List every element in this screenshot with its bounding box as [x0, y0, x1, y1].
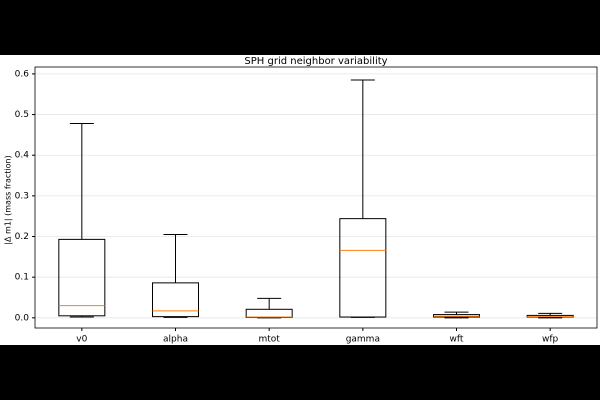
- x-tick-label: gamma: [346, 335, 380, 345]
- y-tick-label: 0.0: [15, 313, 30, 323]
- x-tick-label: wft: [450, 335, 464, 345]
- plot-frame: [34, 66, 598, 329]
- chart-title: SPH grid neighbor variability: [244, 56, 387, 67]
- figure-background: [0, 55, 600, 345]
- box: [339, 218, 387, 318]
- y-tick-label: 0.6: [15, 69, 30, 79]
- y-tick-label: 0.5: [15, 110, 29, 120]
- y-tick-label: 0.2: [15, 232, 29, 242]
- y-tick-label: 0.3: [15, 191, 29, 201]
- x-tick-label: mtot: [258, 335, 280, 345]
- box: [152, 282, 199, 318]
- x-tick-label: alpha: [163, 335, 188, 345]
- x-tick-label: wfp: [542, 335, 559, 345]
- box: [58, 238, 106, 317]
- x-tick-label: v0: [76, 335, 87, 345]
- y-tick-label: 0.4: [15, 151, 30, 161]
- y-axis-label: |Δ m1| (mass fraction): [4, 155, 13, 244]
- y-tick-label: 0.1: [15, 273, 29, 283]
